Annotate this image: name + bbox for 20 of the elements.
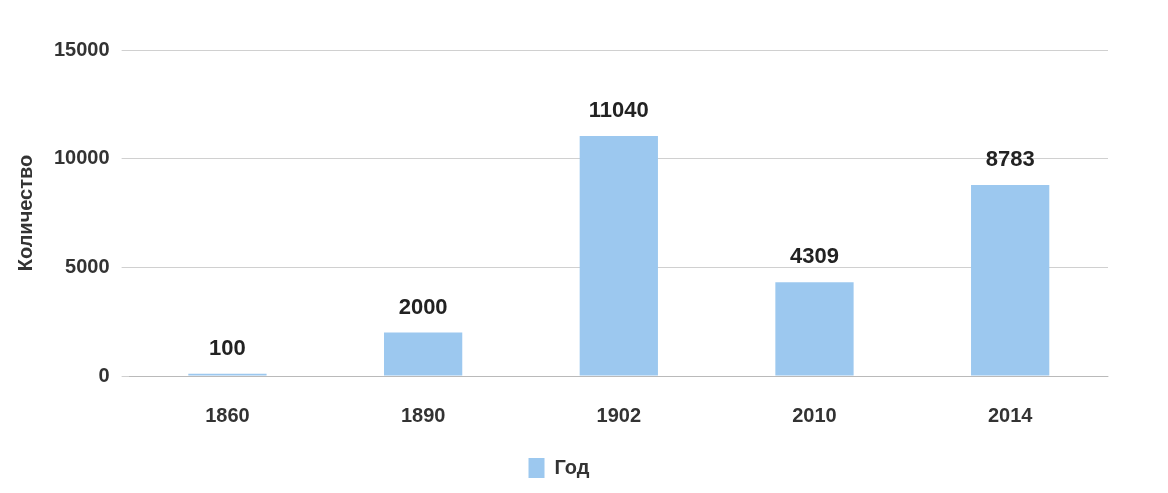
bar bbox=[384, 332, 463, 376]
x-tick-label: 1902 bbox=[596, 403, 642, 426]
y-tick-label: 5000 bbox=[65, 254, 110, 277]
x-tick-label: 2010 bbox=[792, 403, 837, 426]
y-tick-label: 10000 bbox=[53, 146, 110, 169]
data-label: 100 bbox=[209, 334, 246, 360]
data-label: 8783 bbox=[985, 146, 1035, 172]
bar bbox=[775, 282, 854, 376]
x-tick-label: 1860 bbox=[205, 403, 250, 426]
bar bbox=[971, 185, 1050, 376]
data-label: 11040 bbox=[588, 97, 649, 123]
data-label: 2000 bbox=[398, 293, 448, 319]
x-tick-label: 1890 bbox=[400, 403, 446, 426]
legend-label: Год bbox=[554, 455, 590, 478]
bar bbox=[579, 136, 658, 376]
y-axis-title: Количество bbox=[13, 154, 36, 272]
data-label: 4309 bbox=[790, 243, 839, 269]
x-tick-label: 2014 bbox=[987, 403, 1034, 426]
y-tick-label: 0 bbox=[98, 363, 110, 386]
y-tick-label: 15000 bbox=[53, 37, 110, 60]
